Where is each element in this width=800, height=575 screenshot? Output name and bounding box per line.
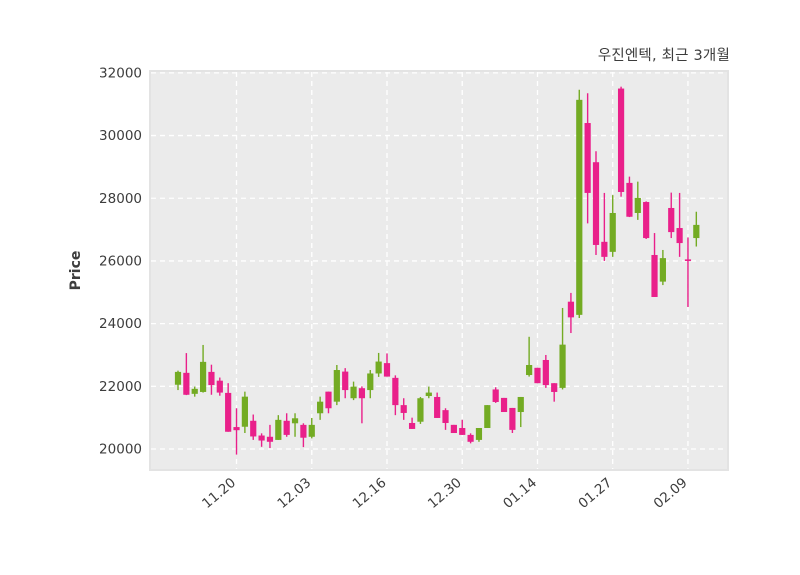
candle-body-up bbox=[174, 371, 182, 385]
candle-body-down bbox=[651, 254, 658, 297]
candle-body-down bbox=[225, 392, 232, 432]
candle-body-down bbox=[442, 410, 449, 423]
candle-body-down bbox=[601, 241, 608, 257]
candle-body-up bbox=[367, 373, 374, 391]
candle-body-down bbox=[266, 436, 274, 442]
candle-body-up bbox=[526, 365, 533, 376]
candle-body-down bbox=[509, 407, 516, 430]
y-tick-label: 22000 bbox=[99, 379, 142, 395]
y-tick-label: 30000 bbox=[99, 128, 142, 144]
candle-body-down bbox=[643, 202, 650, 239]
candle-body-down bbox=[676, 228, 683, 244]
candle-body-down bbox=[208, 371, 215, 386]
candle-body-down bbox=[584, 123, 591, 193]
candle-body-up bbox=[199, 361, 207, 392]
y-tick-label: 32000 bbox=[99, 65, 142, 81]
candle-body-up bbox=[693, 224, 700, 239]
candle-body-up bbox=[333, 370, 340, 402]
candle-body-up bbox=[308, 424, 315, 437]
candle-body-down bbox=[258, 435, 265, 441]
candle-body-down bbox=[492, 389, 499, 402]
candle-body-up bbox=[241, 396, 248, 427]
candle-body-down bbox=[325, 391, 332, 409]
candle-body-down bbox=[183, 372, 190, 395]
candle-body-up bbox=[417, 398, 424, 422]
candle-body-down bbox=[434, 396, 441, 418]
y-tick-label: 26000 bbox=[99, 253, 142, 269]
x-tick-label: 12.03 bbox=[274, 475, 314, 512]
candle-body-down bbox=[358, 388, 366, 399]
candle-body-down bbox=[392, 377, 399, 406]
candle-body-down bbox=[383, 363, 391, 377]
x-tick-label: 12.30 bbox=[425, 475, 465, 512]
x-tick-label: 11.20 bbox=[199, 475, 239, 512]
candle-body-up bbox=[425, 392, 432, 397]
candle-body-down bbox=[233, 427, 240, 431]
candle-body-down bbox=[283, 420, 290, 435]
y-tick-label: 28000 bbox=[99, 191, 142, 207]
candle-body-down bbox=[342, 371, 349, 391]
candle-body-down bbox=[467, 434, 474, 442]
candle-body-down bbox=[668, 207, 675, 233]
candle-body-down bbox=[534, 367, 541, 384]
candle-body-up bbox=[559, 344, 566, 388]
candle-body-down bbox=[400, 405, 407, 413]
candle-body-down bbox=[250, 420, 257, 437]
candle-body-down bbox=[617, 88, 625, 192]
candle-body-down bbox=[592, 162, 600, 245]
candle-body-down bbox=[567, 301, 575, 318]
candle-body-up bbox=[634, 197, 641, 213]
y-tick-label: 20000 bbox=[99, 442, 142, 458]
y-tick-label: 24000 bbox=[99, 316, 142, 332]
candle-body-down bbox=[300, 424, 307, 438]
candle-body-up bbox=[659, 258, 666, 282]
x-tick-label: 01.27 bbox=[575, 475, 615, 512]
candle-body-down bbox=[216, 380, 223, 393]
candle-body-up bbox=[375, 361, 382, 374]
candle-body-up bbox=[317, 401, 324, 414]
y-axis-label: Price bbox=[68, 251, 84, 291]
candle-body-up bbox=[191, 388, 198, 394]
candle-body-up bbox=[291, 418, 299, 424]
chart-title: 우진엔텍, 최근 3개월 bbox=[597, 48, 730, 64]
x-tick-label: 02.09 bbox=[651, 475, 691, 512]
candle-body-down bbox=[542, 359, 549, 386]
candle-body-up bbox=[517, 396, 524, 413]
candle-body-down bbox=[408, 422, 416, 429]
candle-body-up bbox=[576, 99, 583, 315]
candle-body-up bbox=[275, 419, 282, 440]
candle-body-up bbox=[609, 212, 616, 252]
candle-body-up bbox=[350, 386, 357, 399]
candle-body-up bbox=[484, 405, 491, 428]
candle-body-down bbox=[551, 383, 558, 392]
candle-body-down bbox=[450, 424, 457, 434]
candle-body-down bbox=[626, 182, 633, 217]
x-tick-label: 12.16 bbox=[350, 475, 390, 512]
candle-body-down bbox=[500, 397, 508, 413]
candle-body-down bbox=[459, 428, 466, 435]
x-tick-label: 01.14 bbox=[500, 475, 540, 512]
candle-body-up bbox=[475, 428, 483, 440]
candle-body-down bbox=[684, 259, 692, 261]
